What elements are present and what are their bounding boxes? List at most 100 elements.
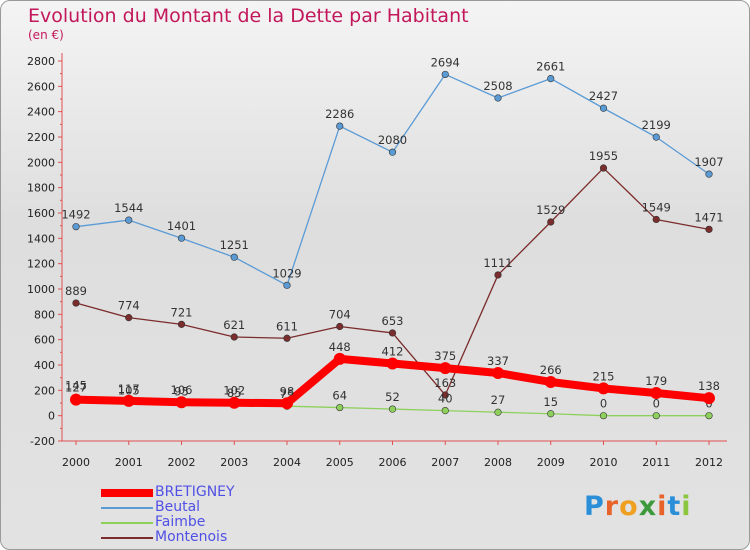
bretigney-point xyxy=(333,352,346,365)
montenois-data-label: 163 xyxy=(434,376,456,390)
beutal-point xyxy=(652,133,660,141)
montenois-point xyxy=(388,329,397,337)
montenois-data-label: 1549 xyxy=(642,200,671,214)
montenois-point xyxy=(441,391,449,399)
faimbe-data-label: 95 xyxy=(174,385,189,399)
x-tick-label: 2006 xyxy=(379,456,407,469)
legend-swatch xyxy=(101,506,153,509)
bretigney-data-label: 98 xyxy=(280,384,295,398)
faimbe-data-label: 145 xyxy=(65,378,87,392)
logo-letter: x xyxy=(638,491,658,522)
faimbe-data-label: 52 xyxy=(385,390,400,404)
beutal-data-label: 2508 xyxy=(483,79,512,93)
montenois-data-label: 1471 xyxy=(694,210,723,224)
bretigney-point xyxy=(70,393,82,406)
montenois-data-label: 1111 xyxy=(483,256,512,270)
beutal-data-label: 1401 xyxy=(167,219,196,233)
faimbe-point xyxy=(547,410,555,418)
montenois-data-label: 1529 xyxy=(536,203,565,217)
y-tick-label: 2800 xyxy=(27,55,55,68)
y-tick-label: 1200 xyxy=(27,258,55,271)
x-tick-label: 2004 xyxy=(273,456,301,469)
montenois-data-label: 721 xyxy=(171,305,193,319)
legend-item-montenois: Montenois xyxy=(101,530,235,545)
y-tick-label: 2000 xyxy=(27,156,55,169)
logo-letter: i xyxy=(681,491,692,522)
bretigney-data-label: 106 xyxy=(171,383,193,397)
bretigney-point xyxy=(650,386,663,399)
y-tick-label: 2200 xyxy=(27,131,55,144)
bretigney-data-label: 412 xyxy=(382,344,404,358)
bretigney-data-label: 337 xyxy=(487,354,509,368)
y-tick-label: 0 xyxy=(48,410,55,423)
x-tick-label: 2010 xyxy=(590,456,618,469)
montenois-point xyxy=(72,299,80,307)
y-tick-label: 600 xyxy=(34,334,55,347)
logo-letter: o xyxy=(619,491,639,522)
legend-label: Faimbe xyxy=(155,514,206,530)
chart-subtitle: (en €) xyxy=(28,28,64,42)
y-tick-label: 1000 xyxy=(27,283,55,296)
faimbe-point xyxy=(705,412,713,420)
legend-swatch xyxy=(101,521,153,524)
beutal-point xyxy=(494,94,502,102)
bretigney-data-label: 117 xyxy=(118,382,140,396)
x-tick-label: 2005 xyxy=(326,456,354,469)
beutal-point xyxy=(547,75,555,83)
beutal-point xyxy=(441,70,449,79)
bretigney-point xyxy=(492,366,504,379)
beutal-point xyxy=(177,234,186,242)
legend-label: Beutal xyxy=(155,499,201,515)
legend-item-beutal: Beutal xyxy=(101,500,235,515)
montenois-point xyxy=(283,334,291,342)
montenois-data-label: 889 xyxy=(65,284,87,298)
faimbe-point xyxy=(388,405,397,413)
montenois-data-label: 621 xyxy=(223,318,245,332)
y-tick-label: 2400 xyxy=(27,106,55,119)
legend-swatch xyxy=(101,488,153,497)
bretigney-data-label: 138 xyxy=(698,379,720,393)
legend-label: BRETIGNEY xyxy=(155,484,235,500)
bretigney-data-label: 375 xyxy=(434,349,456,363)
x-tick-label: 2008 xyxy=(484,456,512,469)
beutal-data-label: 1251 xyxy=(220,238,249,252)
logo-letter: P xyxy=(584,491,605,522)
bretigney-data-label: 266 xyxy=(540,363,562,377)
montenois-point xyxy=(547,218,555,226)
faimbe-data-label: 64 xyxy=(332,389,347,403)
chart-legend: BRETIGNEY Beutal Faimbe Montenois xyxy=(101,485,235,545)
beutal-data-label: 1544 xyxy=(114,201,143,215)
legend-label: Montenois xyxy=(155,529,228,545)
bretigney-point xyxy=(703,392,715,405)
beutal-data-label: 2080 xyxy=(378,133,407,147)
beutal-data-label: 2286 xyxy=(325,107,354,121)
montenois-point xyxy=(125,314,133,322)
beutal-data-label: 2199 xyxy=(642,118,671,132)
legend-swatch xyxy=(101,536,153,539)
montenois-point xyxy=(652,215,660,224)
beutal-point xyxy=(125,216,133,224)
bretigney-data-label: 127 xyxy=(65,381,87,395)
faimbe-data-label: 85 xyxy=(227,386,242,400)
faimbe-point xyxy=(494,408,502,416)
faimbe-data-label: 105 xyxy=(118,383,140,397)
legend-item-faimbe: Faimbe xyxy=(101,515,235,530)
faimbe-data-label: 27 xyxy=(491,393,506,407)
x-tick-label: 2001 xyxy=(115,456,143,469)
x-tick-label: 2002 xyxy=(168,456,196,469)
beutal-point xyxy=(230,253,238,261)
beutal-line xyxy=(75,73,710,286)
beutal-data-label: 1029 xyxy=(272,266,301,280)
chart-title: Evolution du Montant de la Dette par Hab… xyxy=(28,5,469,27)
beutal-point xyxy=(388,148,397,156)
faimbe-point xyxy=(652,412,660,420)
montenois-data-label: 774 xyxy=(118,299,140,313)
bretigney-point xyxy=(544,375,557,388)
y-tick-label: -200 xyxy=(30,435,55,448)
beutal-data-label: 1907 xyxy=(694,155,723,169)
bretigney-point xyxy=(228,396,241,409)
x-tick-label: 2000 xyxy=(62,456,90,469)
logo-letter: i xyxy=(657,491,668,522)
